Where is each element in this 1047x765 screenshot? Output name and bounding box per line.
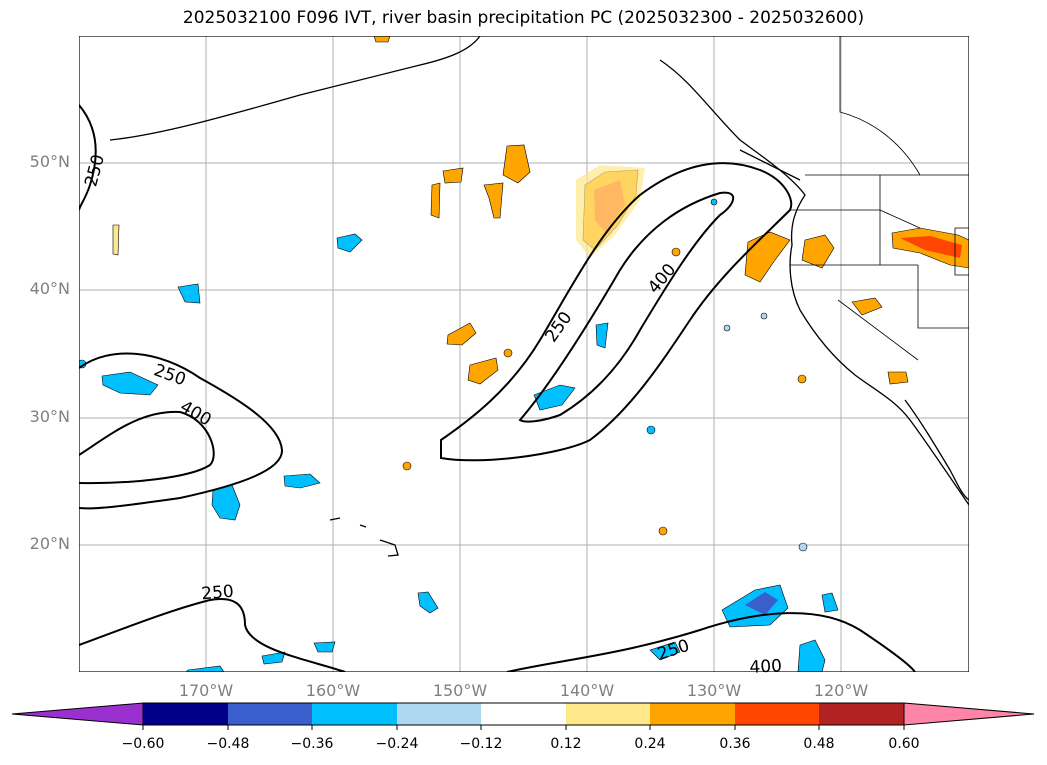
precip-blob — [723, 324, 731, 332]
border-state-lines — [790, 175, 969, 361]
lon-label: 120°W — [813, 681, 869, 700]
precip-blob — [483, 182, 504, 219]
border-utah — [954, 227, 969, 276]
borders — [790, 36, 969, 361]
precip-blob — [671, 247, 681, 257]
colorbar — [11, 702, 1035, 730]
ivt-contour-250 — [506, 612, 916, 672]
precip-blob — [417, 591, 439, 614]
precip-blob — [900, 236, 962, 258]
colorbar-tick-label: −0.48 — [206, 736, 250, 752]
ivt-contour-400 — [518, 191, 735, 423]
coastline-vancouver — [739, 149, 801, 181]
ivt-contour-250 — [79, 352, 284, 510]
contour-label: 400 — [749, 656, 782, 678]
colorbar-tick-label: 0.48 — [803, 736, 835, 752]
precip-blob — [467, 357, 499, 385]
precip-blob — [801, 234, 835, 269]
ivt-contour-250 — [440, 162, 793, 462]
lon-label: 130°W — [686, 681, 742, 700]
precip-blob — [797, 374, 807, 384]
lon-label: 140°W — [559, 681, 615, 700]
colorbar-arrow-low — [11, 702, 144, 726]
precip-blob — [373, 36, 391, 43]
colorbar-arrow-high — [903, 702, 1035, 726]
colorbar-tick-label: −0.60 — [121, 736, 165, 752]
colorbar-tick-label: −0.36 — [290, 736, 334, 752]
coastline-north-america — [659, 59, 969, 506]
precip-blob — [177, 283, 201, 304]
colorbar-segment — [397, 703, 481, 725]
precip-blob — [336, 233, 363, 253]
precip-blob — [745, 592, 778, 615]
lat-label: 30°N — [29, 407, 70, 426]
precip-blob — [887, 371, 909, 385]
colorbar-tick-label: 0.60 — [888, 736, 920, 752]
map-title: 2025032100 F096 IVT, river basin precipi… — [182, 8, 865, 28]
lat-label: 50°N — [29, 152, 70, 171]
lon-label: 150°W — [432, 681, 488, 700]
contour-label: 250 — [201, 582, 235, 605]
coastline-alaska — [109, 36, 481, 141]
colorbar-segment — [735, 703, 819, 725]
colorbar-segment — [143, 703, 228, 725]
colorbar-segment — [312, 703, 397, 725]
precip-blob — [402, 461, 412, 471]
precip-blob — [261, 651, 286, 665]
lon-label: 160°W — [305, 681, 361, 700]
precip-blob — [851, 297, 883, 316]
colorbar-tick-label: 0.12 — [550, 736, 582, 752]
precip-blob — [658, 526, 668, 536]
hawaii-islands — [329, 517, 399, 557]
colorbar-tick-label: 0.24 — [634, 736, 666, 752]
colorbar-tick-label: 0.36 — [719, 736, 751, 752]
lat-label: 40°N — [29, 279, 70, 298]
precip-blob — [646, 425, 656, 435]
map-plot-area — [79, 36, 969, 672]
precip-blob — [649, 641, 681, 661]
coastline-baja — [904, 399, 969, 501]
precip-blob — [797, 639, 826, 672]
precip-blob — [283, 473, 321, 489]
precip-shading — [79, 36, 969, 672]
ivt-contours — [79, 104, 916, 672]
precip-blob — [533, 384, 576, 411]
precip-blob — [112, 224, 120, 256]
colorbar-tick-label: −0.12 — [459, 736, 503, 752]
colorbar-segment — [228, 703, 312, 725]
precip-blob — [821, 592, 839, 613]
lat-label: 20°N — [29, 534, 70, 553]
precip-blob — [503, 348, 513, 358]
precip-blob — [744, 231, 791, 283]
contour-label-group: 250 250 400 250 400 250 250 400 — [81, 152, 782, 677]
coastlines — [109, 36, 969, 557]
colorbar-tick-label: −0.24 — [375, 736, 419, 752]
precip-blob — [442, 167, 464, 184]
precip-blob — [446, 322, 477, 346]
ivt-contour-400 — [79, 410, 215, 485]
colorbar-segment — [819, 703, 904, 725]
lon-label: 170°W — [178, 681, 234, 700]
precip-blob — [502, 144, 531, 184]
colorbar-segment — [566, 703, 650, 725]
precip-blob — [185, 665, 225, 672]
border-canada-west — [839, 36, 921, 176]
colorbar-segment — [650, 703, 735, 725]
precip-blob — [710, 198, 718, 206]
ivt-contour-250 — [79, 598, 346, 672]
precip-blob — [798, 542, 808, 552]
precip-blob — [101, 371, 159, 396]
precip-blob — [430, 182, 441, 219]
ivt-contour-250 — [79, 104, 97, 211]
precip-blob — [595, 322, 609, 349]
precip-blob — [313, 641, 336, 653]
colorbar-segment — [481, 703, 566, 725]
precip-blob — [760, 312, 768, 320]
